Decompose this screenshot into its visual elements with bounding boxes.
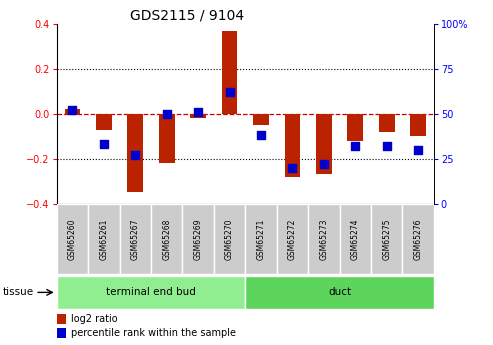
- Text: log2 ratio: log2 ratio: [71, 314, 118, 324]
- Bar: [127, 114, 143, 193]
- Bar: [151, 204, 182, 274]
- Text: GSM65269: GSM65269: [194, 218, 203, 260]
- Bar: [308, 204, 340, 274]
- Bar: [371, 204, 402, 274]
- Bar: [57, 328, 66, 338]
- Text: GSM65275: GSM65275: [382, 218, 391, 260]
- Bar: [65, 109, 80, 114]
- Text: GSM65270: GSM65270: [225, 218, 234, 260]
- Point: [383, 144, 390, 149]
- Text: GSM65274: GSM65274: [351, 218, 360, 260]
- Point: [352, 144, 359, 149]
- Text: duct: duct: [328, 287, 351, 297]
- Text: tissue: tissue: [2, 287, 34, 297]
- Bar: [245, 204, 277, 274]
- Bar: [284, 114, 300, 177]
- Bar: [190, 114, 206, 118]
- Bar: [88, 204, 119, 274]
- Bar: [57, 204, 88, 274]
- Point: [163, 111, 171, 117]
- Bar: [214, 204, 246, 274]
- Bar: [379, 114, 394, 132]
- Bar: [410, 114, 426, 136]
- Bar: [245, 276, 434, 309]
- Bar: [277, 204, 308, 274]
- Point: [69, 108, 76, 113]
- Bar: [57, 314, 66, 324]
- Bar: [96, 114, 112, 130]
- Point: [131, 152, 139, 158]
- Point: [288, 165, 296, 170]
- Point: [257, 132, 265, 138]
- Bar: [159, 114, 175, 163]
- Text: GDS2115 / 9104: GDS2115 / 9104: [130, 9, 245, 23]
- Text: terminal end bud: terminal end bud: [106, 287, 196, 297]
- Bar: [222, 31, 238, 114]
- Point: [226, 90, 234, 95]
- Text: GSM65268: GSM65268: [162, 218, 171, 259]
- Text: GSM65260: GSM65260: [68, 218, 77, 260]
- Text: GSM65261: GSM65261: [99, 218, 108, 259]
- Bar: [316, 114, 332, 175]
- Point: [414, 147, 422, 152]
- Text: GSM65271: GSM65271: [256, 218, 266, 259]
- Bar: [402, 204, 434, 274]
- Text: percentile rank within the sample: percentile rank within the sample: [71, 328, 236, 338]
- Text: GSM65272: GSM65272: [288, 218, 297, 259]
- Bar: [57, 276, 245, 309]
- Bar: [119, 204, 151, 274]
- Point: [320, 161, 328, 167]
- Text: GSM65276: GSM65276: [414, 218, 423, 260]
- Text: GSM65267: GSM65267: [131, 218, 140, 260]
- Bar: [348, 114, 363, 141]
- Point: [194, 109, 202, 115]
- Text: GSM65273: GSM65273: [319, 218, 328, 260]
- Bar: [253, 114, 269, 125]
- Bar: [340, 204, 371, 274]
- Point: [100, 141, 108, 147]
- Bar: [182, 204, 214, 274]
